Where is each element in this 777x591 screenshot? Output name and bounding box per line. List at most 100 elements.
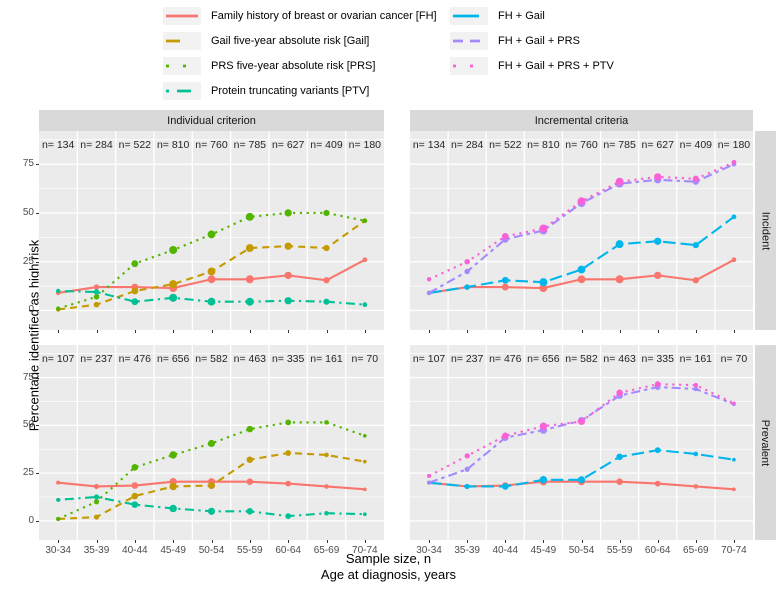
x-tick-mark xyxy=(581,540,583,543)
legend-entry: FH + Gail + PRS + PTV xyxy=(450,57,614,75)
data-point-marker xyxy=(131,298,139,306)
x-tick-mark xyxy=(619,540,621,543)
sample-size-label: n= 237 xyxy=(451,353,484,365)
x-tick-mark xyxy=(733,540,735,543)
data-point-marker xyxy=(363,512,367,517)
x-tick-label: 55-59 xyxy=(606,545,633,556)
data-point-marker xyxy=(692,277,699,284)
data-point-marker xyxy=(616,453,623,461)
x-tick-label: 70-74 xyxy=(721,545,747,556)
sample-size-label: n= 476 xyxy=(489,353,522,365)
y-tick-mark xyxy=(36,212,39,214)
data-point-marker xyxy=(615,177,624,186)
data-point-marker xyxy=(93,483,100,490)
sample-size-label: n= 161 xyxy=(310,353,343,365)
x-tick-label: 30-34 xyxy=(416,545,442,556)
panel-plot-svg: n= 107 n= 237 n= 476 n= 656 n= 582 n= 463 n= 3… xyxy=(410,345,753,540)
x-tick-mark xyxy=(173,540,175,543)
y-tick-label: 50 xyxy=(22,419,34,431)
legend-entry: PRS five-year absolute risk [PRS] xyxy=(163,57,375,75)
x-tick-label: 45-49 xyxy=(160,545,186,556)
panel-individual-prevalent: n= 107 n= 237 n= 476 n= 656 n= 582 n= 463 n= 3… xyxy=(39,345,384,540)
data-point-marker xyxy=(426,290,432,296)
data-point-marker xyxy=(464,284,470,290)
data-point-marker xyxy=(285,419,292,426)
x-tick-label: 65-69 xyxy=(313,545,340,556)
data-point-marker xyxy=(693,484,699,489)
legend-key-swatch xyxy=(163,82,201,100)
x-tick-label: 40-44 xyxy=(122,545,148,556)
legend-entry-label: PRS five-year absolute risk [PRS] xyxy=(211,60,376,72)
x-tick-mark xyxy=(288,540,290,543)
data-point-marker xyxy=(324,420,329,425)
data-point-marker xyxy=(362,257,368,263)
data-point-marker xyxy=(464,453,470,459)
data-point-marker xyxy=(427,480,432,485)
x-tick-mark xyxy=(326,330,328,333)
sample-size-label: n= 409 xyxy=(680,139,713,151)
x-tick-mark xyxy=(58,330,60,333)
y-tick-label: 25 xyxy=(22,467,34,479)
sample-size-label: n= 810 xyxy=(527,139,560,151)
data-point-marker xyxy=(732,457,736,462)
sample-size-label: n= 107 xyxy=(413,353,446,365)
x-tick-mark xyxy=(695,330,697,333)
sample-size-label: n= 810 xyxy=(157,139,190,151)
sample-size-label: n= 134 xyxy=(42,139,75,151)
x-tick-label: 35-39 xyxy=(454,545,480,556)
x-tick-label: 55-59 xyxy=(237,545,263,556)
sample-size-label: n= 70 xyxy=(352,353,379,365)
legend-key-swatch xyxy=(163,57,201,75)
data-point-marker xyxy=(93,294,100,300)
data-point-marker xyxy=(93,301,100,308)
legend-entry: FH + Gail + PRS xyxy=(450,32,580,50)
data-point-marker xyxy=(207,439,216,448)
data-point-marker xyxy=(246,508,254,515)
data-point-marker xyxy=(464,466,470,472)
data-point-marker xyxy=(284,209,292,217)
data-point-marker xyxy=(323,244,330,252)
x-tick-mark xyxy=(543,540,545,543)
data-point-marker xyxy=(169,482,177,491)
x-tick-mark xyxy=(96,330,98,333)
sample-size-label: n= 656 xyxy=(157,353,190,365)
facet-strip-prevalent: Prevalent xyxy=(755,345,776,540)
x-tick-mark xyxy=(211,540,213,543)
data-point-marker xyxy=(426,277,432,282)
legend-entry-label: FH + Gail + PRS xyxy=(498,35,580,47)
data-point-marker xyxy=(131,482,139,489)
facet-strip-incremental-criteria: Incremental criteria xyxy=(410,110,753,131)
legend-entry-label: Protein truncating variants [PTV] xyxy=(211,85,370,97)
y-tick-mark xyxy=(36,473,39,475)
data-point-marker xyxy=(577,275,586,284)
data-point-marker xyxy=(362,302,368,308)
data-point-marker xyxy=(246,456,254,463)
sample-size-label: n= 760 xyxy=(565,139,598,151)
data-point-marker xyxy=(324,484,329,489)
data-point-marker xyxy=(464,258,470,265)
sample-size-label: n= 335 xyxy=(642,353,675,365)
data-point-marker xyxy=(693,382,699,388)
x-tick-mark xyxy=(657,330,659,333)
sample-size-label: n= 180 xyxy=(349,139,382,151)
x-tick-mark xyxy=(134,540,136,543)
legend-entry-label: Gail five-year absolute risk [Gail] xyxy=(211,35,370,47)
sample-size-label: n= 522 xyxy=(119,139,152,151)
y-tick-mark xyxy=(36,261,39,263)
data-point-marker xyxy=(245,244,254,253)
legend-entry: Gail five-year absolute risk [Gail] xyxy=(163,32,369,50)
panel-incremental-prevalent: n= 107 n= 237 n= 476 n= 656 n= 582 n= 463 n= 3… xyxy=(410,345,753,540)
data-point-marker xyxy=(731,214,737,220)
x-tick-mark xyxy=(733,330,735,333)
data-point-marker xyxy=(654,237,662,245)
data-point-marker xyxy=(93,284,100,290)
legend-key-swatch xyxy=(450,57,488,75)
facet-strip-prevalent-label: Prevalent xyxy=(759,419,772,466)
data-point-marker xyxy=(615,275,624,284)
data-point-marker xyxy=(539,476,548,484)
x-tick-mark xyxy=(58,540,60,543)
x-axis-title-age: Age at diagnosis, years xyxy=(320,567,457,582)
sample-size-label: n= 785 xyxy=(234,139,267,151)
data-point-marker xyxy=(731,257,737,263)
sample-size-label: n= 237 xyxy=(80,353,113,365)
